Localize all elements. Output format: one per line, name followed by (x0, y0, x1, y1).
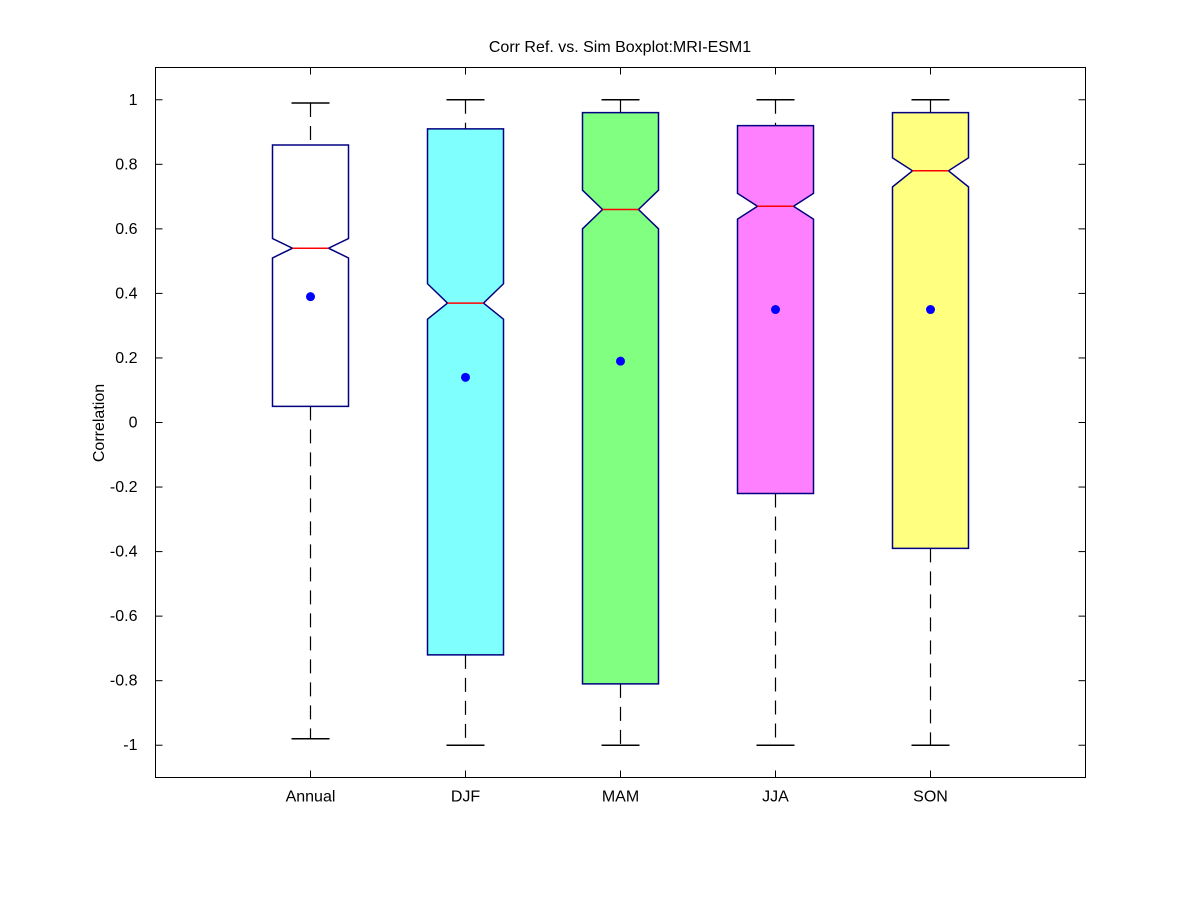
boxes-layer (271, 99, 970, 746)
y-tick-label: 1 (129, 92, 138, 109)
chart-title: Corr Ref. vs. Sim Boxplot:MRI-ESM1 (489, 39, 751, 56)
mean-marker (926, 305, 935, 315)
y-tick-label: -0.2 (110, 479, 138, 496)
box-body (891, 111, 970, 550)
x-tick-label: Annual (286, 789, 336, 806)
box-djf (426, 99, 505, 746)
x-tick-label: JJA (762, 789, 789, 806)
box-mam (581, 99, 660, 746)
box-body (271, 144, 350, 408)
y-tick-label: -0.6 (110, 608, 138, 625)
box-son (891, 99, 970, 746)
x-tick-label: SON (913, 789, 948, 806)
mean-marker (771, 305, 780, 315)
y-tick-label: 0.6 (115, 221, 137, 238)
box-annual (271, 102, 350, 740)
mean-marker (616, 356, 625, 366)
x-axis-ticks: Annual DJF MAM JJA SON (286, 67, 948, 806)
y-tick-label: -0.8 (110, 673, 138, 690)
y-axis-label: Correlation (91, 384, 108, 462)
y-tick-label: 0.8 (115, 156, 137, 173)
y-tick-label: -1 (123, 737, 137, 754)
x-tick-label: DJF (451, 789, 481, 806)
mean-marker (461, 372, 470, 382)
box-body (426, 128, 505, 656)
box-body (581, 111, 660, 685)
y-tick-label: 0 (129, 415, 138, 432)
box-jja (736, 99, 815, 746)
y-axis-ticks: -1 -0.8 -0.6 -0.4 -0.2 0 0.2 0.4 0.6 0.8 1 (110, 92, 1086, 754)
y-tick-label: 0.2 (115, 350, 137, 367)
plot-area-frame (155, 67, 1086, 778)
y-tick-label: 0.4 (115, 285, 137, 302)
mean-marker (306, 292, 315, 302)
y-tick-label: -0.4 (110, 544, 138, 561)
x-tick-label: MAM (602, 789, 639, 806)
